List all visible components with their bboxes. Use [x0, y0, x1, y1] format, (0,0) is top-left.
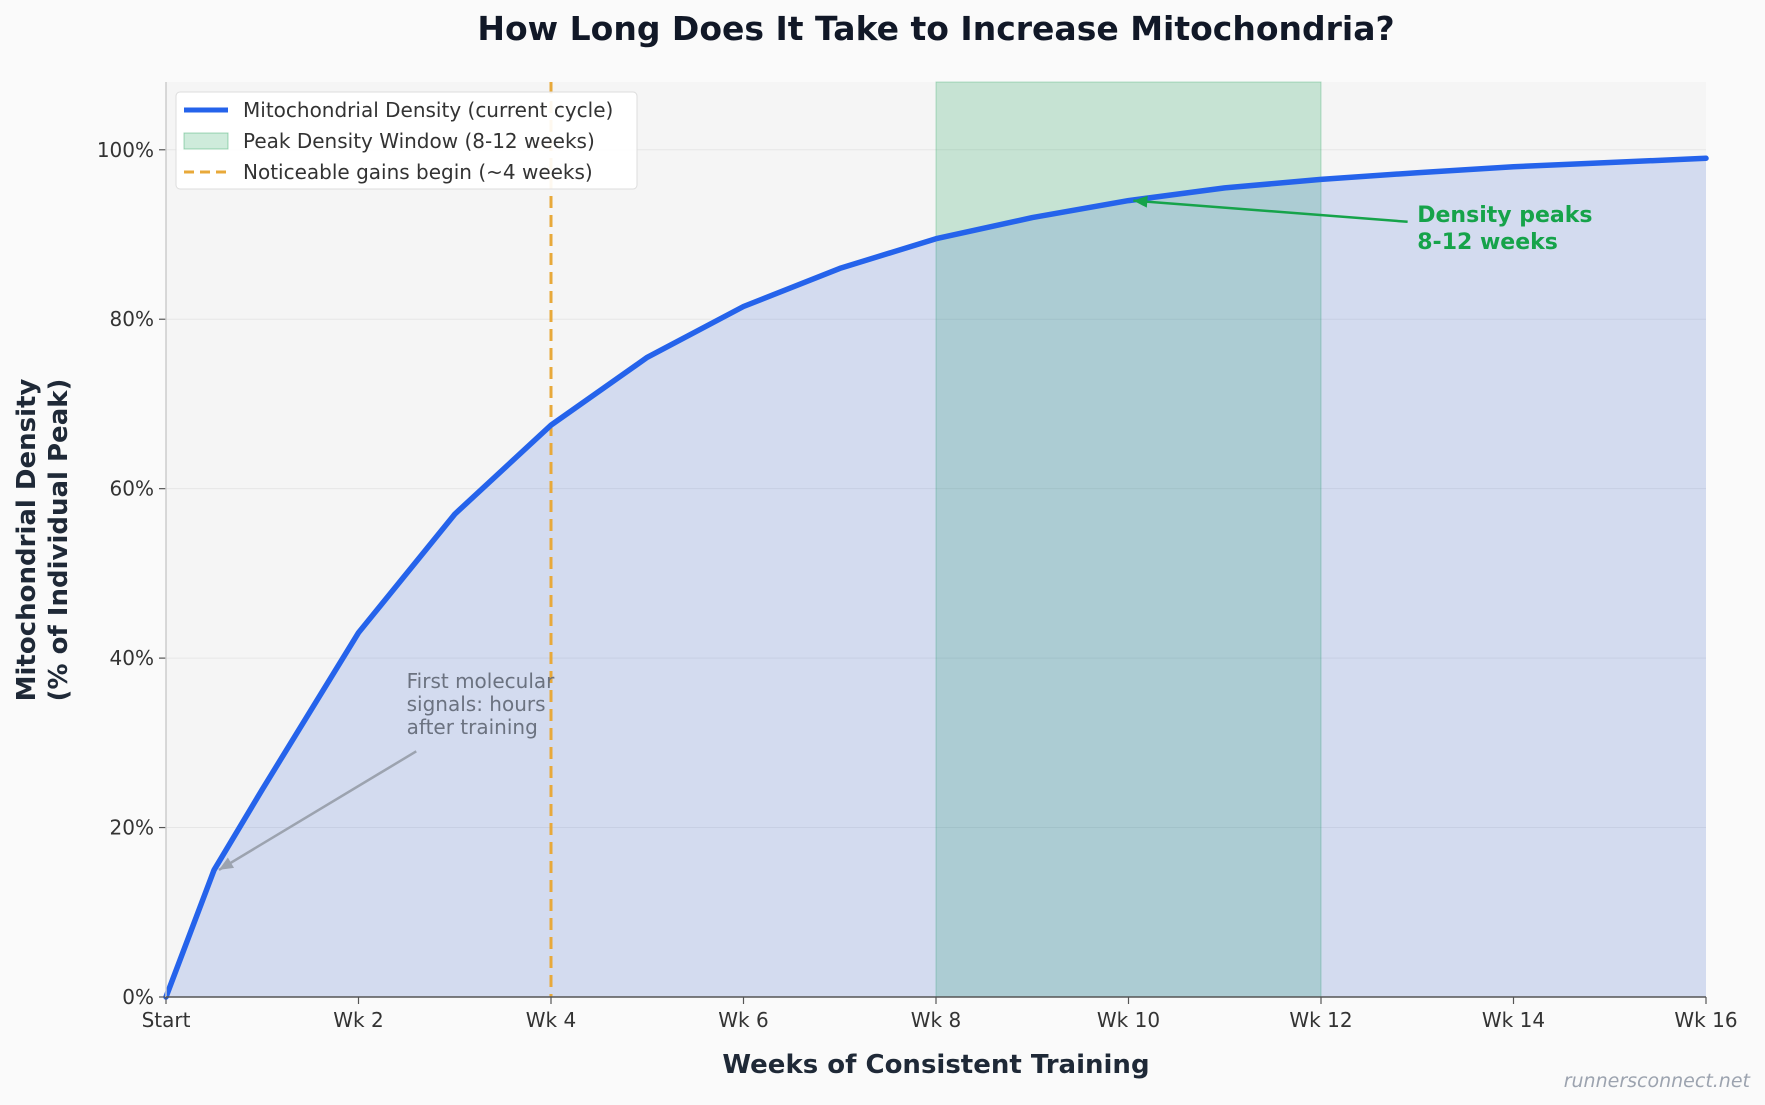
y-tick-label-20: 20%	[110, 816, 154, 840]
x-tick-label-16: Wk 16	[1674, 1008, 1737, 1032]
x-tick-label-14: Wk 14	[1482, 1008, 1545, 1032]
shaded-regions	[935, 81, 1322, 998]
annotation-arrowhead-1	[1133, 195, 1148, 208]
legend-box	[175, 91, 638, 190]
y-tick-label-40: 40%	[110, 646, 154, 670]
x-tick-label-12: Wk 12	[1289, 1008, 1352, 1032]
y-axis-title: Mitochondrial Density (% of Individual P…	[12, 379, 74, 702]
grid-lines	[166, 149, 1706, 829]
legend: Mitochondrial Density (current cycle) Pea…	[175, 91, 638, 190]
legend-label-1: Peak Density Window (8-12 weeks)	[243, 129, 595, 153]
chart-title: How Long Does It Take to Increase Mitoch…	[477, 9, 1394, 48]
y-axis-title-line-1: Mitochondrial Density	[12, 379, 42, 702]
x-tick-label-8: Wk 8	[911, 1008, 961, 1032]
annotation-arrow-1	[1133, 199, 1408, 224]
y-axis-title-line-2: (% of Individual Peak)	[44, 379, 74, 702]
legend-label-0: Mitochondrial Density (current cycle)	[243, 98, 613, 122]
x-tick-label-2: Wk 2	[333, 1008, 383, 1032]
x-tick-label-10: Wk 10	[1097, 1008, 1160, 1032]
y-tick-label-80: 80%	[110, 307, 154, 331]
annotation-0-line-1: signals: hours	[407, 692, 546, 716]
annotation-arrowhead-0	[218, 857, 235, 870]
y-tick-label-0: 0%	[122, 985, 154, 1009]
annotation-1-line-0: Density peaks	[1417, 203, 1592, 228]
x-tick-label-6: Wk 6	[718, 1008, 768, 1032]
series-lines	[163, 155, 1709, 1000]
y-tick-label-100: 100%	[97, 138, 154, 162]
axes	[159, 82, 1707, 1004]
watermark: runnersconnect.net	[1564, 1070, 1752, 1092]
annotation-arrow-0	[218, 750, 417, 871]
x-axis-title: Weeks of Consistent Training	[722, 1050, 1149, 1080]
series-line-0	[163, 155, 1709, 1000]
legend-label-2: Noticeable gains begin (~4 weeks)	[243, 160, 593, 184]
legend-swatch-patch	[183, 132, 229, 150]
x-tick-label-0: Start	[142, 1008, 191, 1032]
y-tick-label-60: 60%	[110, 477, 154, 501]
plot-background	[166, 82, 1706, 997]
annotation-1-line-1: 8-12 weeks	[1417, 230, 1558, 255]
annotation-0-line-2: after training	[407, 715, 538, 739]
tick-labels: 0% 20% 40% 60% 80% 100% Start Wk 2 Wk 4 Wk 6 Wk 8 W…	[97, 138, 1738, 1032]
x-tick-label-4: Wk 4	[526, 1008, 576, 1032]
annotation-0-line-0: First molecular	[407, 669, 556, 693]
shaded-region-0	[935, 81, 1322, 998]
